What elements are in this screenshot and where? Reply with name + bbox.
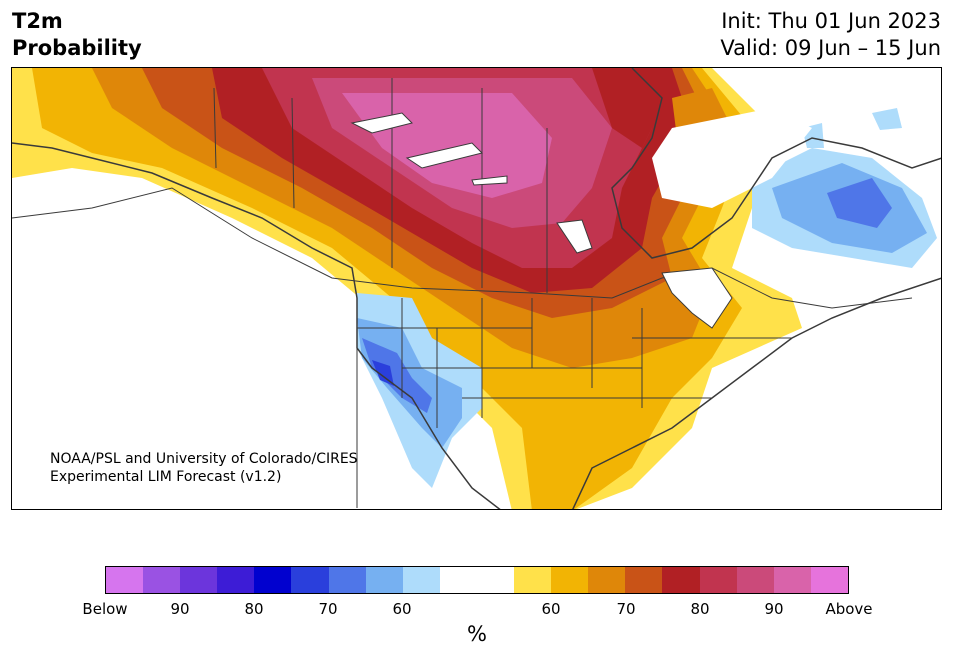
colorbar-segment (291, 567, 329, 593)
tick-above-80: 80 (690, 600, 710, 618)
great-lakes (661, 267, 733, 329)
colorbar-segment (736, 567, 774, 593)
great-slave-lake (405, 142, 483, 169)
colorbar-segment (476, 567, 515, 593)
colorbar-segment (514, 567, 552, 593)
tick-above-60: 60 (541, 600, 561, 618)
colorbar-segment (625, 567, 663, 593)
colorbar-segment (699, 567, 737, 593)
colorbar-segment (810, 567, 848, 593)
credit-text: NOAA/PSL and University of Colorado/CIRE… (50, 450, 358, 486)
tick-above: Above (825, 600, 873, 618)
colorbar-segment (106, 567, 144, 593)
colorbar-segment (588, 567, 626, 593)
colorbar-segment (180, 567, 218, 593)
valid-date: Valid: 09 Jun – 15 Jun (720, 36, 941, 60)
colorbar-segment (217, 567, 255, 593)
coastlines (12, 68, 941, 509)
band-below-60-ne2 (872, 108, 902, 130)
tick-below-90: 90 (170, 600, 190, 618)
colorbar-segment (254, 567, 292, 593)
boundaries (12, 78, 913, 508)
init-date: Init: Thu 01 Jun 2023 (721, 9, 941, 33)
white-region-hudson-east (652, 108, 812, 208)
colorbar-segment (143, 567, 181, 593)
band-below-80-east (827, 178, 892, 228)
forecast-map: NOAA/PSL and University of Colorado/CIRE… (11, 67, 942, 510)
lakes (350, 112, 733, 329)
credit-line-2: Experimental LIM Forecast (v1.2) (50, 469, 282, 485)
lake-winnipeg (556, 219, 593, 254)
colorbar-segment (439, 567, 477, 593)
band-below-80-west (362, 338, 432, 413)
map-svg (12, 68, 941, 509)
band-above-75-east (592, 68, 662, 148)
tick-below-60: 60 (392, 600, 412, 618)
title-type: Probability (12, 36, 142, 60)
colorbar-segment (662, 567, 700, 593)
date-block: Init: Thu 01 Jun 2023 Valid: 09 Jun – 15… (720, 8, 941, 62)
title-block: T2m Probability (12, 8, 142, 62)
colorbar-segment (551, 567, 589, 593)
tick-above-90: 90 (764, 600, 784, 618)
credit-line-1: NOAA/PSL and University of Colorado/CIRE… (50, 451, 358, 467)
tick-below-70: 70 (318, 600, 338, 618)
colorbar-unit-label: % (467, 622, 487, 646)
colorbar-segment (773, 567, 811, 593)
colorbar-segment (402, 567, 440, 593)
colorbar (105, 566, 849, 594)
colorbar-segment (365, 567, 403, 593)
tick-below-80: 80 (244, 600, 264, 618)
tick-below: Below (82, 600, 128, 618)
title-variable: T2m (12, 9, 63, 33)
colorbar-segment (328, 567, 366, 593)
great-bear-lake (350, 112, 413, 134)
tick-above-70: 70 (616, 600, 636, 618)
lake-athabasca (471, 175, 508, 186)
